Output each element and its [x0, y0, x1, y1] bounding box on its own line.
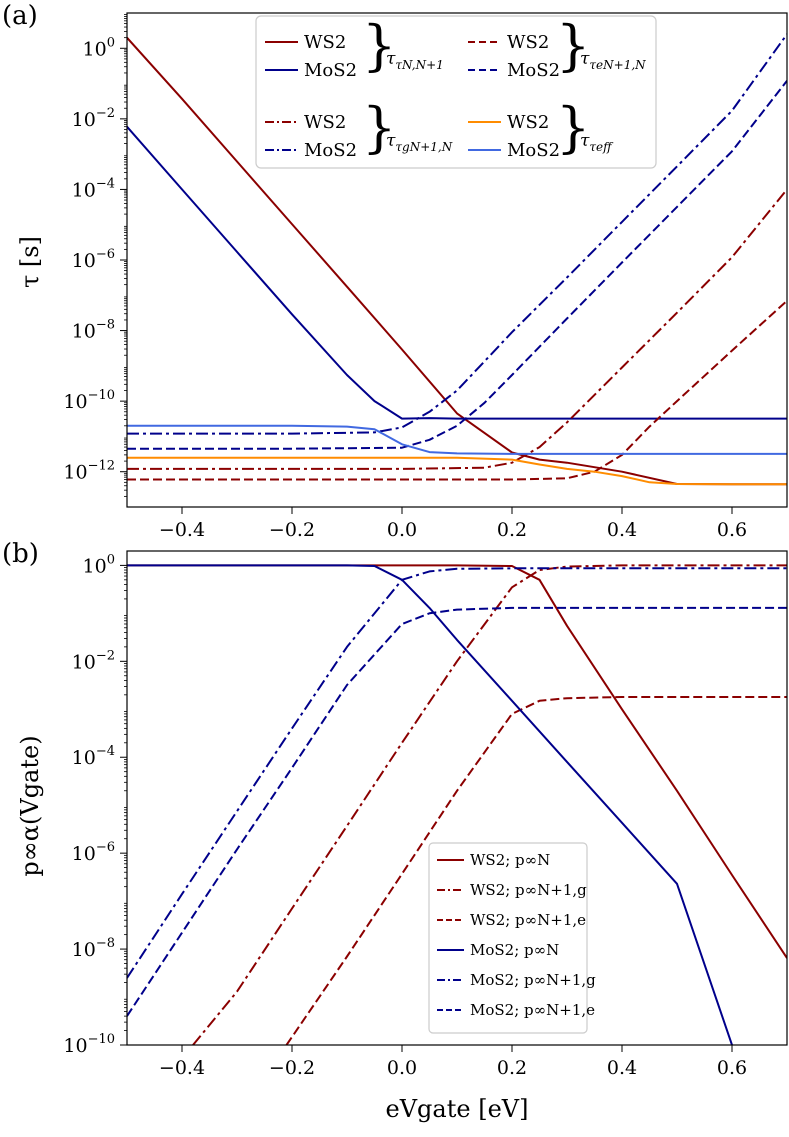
legend-b-box [428, 842, 588, 1034]
y-tick-label-a-6: 10−12 [63, 459, 115, 484]
legend-a-mos2-taueff-label: MoS2 [507, 140, 560, 161]
panel-b-ticks: −0.4 −0.2 0.0 0.2 0.4 0.6 100 10−2 10−4 10−6 10−8 1… [63, 552, 747, 1079]
x-tick-label-b-1: −0.2 [269, 1057, 315, 1079]
panel-a-letter: (a) [2, 1, 38, 31]
x-tick-label-b-5: 0.6 [717, 1057, 747, 1079]
legend-a-brace: } [556, 14, 590, 77]
legend-a-mos2-taug-label: MoS2 [304, 140, 357, 161]
legend-a-mos2-taue-label: MoS2 [507, 60, 560, 81]
legend-a-ws2-taueff-label: WS2 [507, 112, 549, 133]
series-line-a-4 [127, 188, 787, 470]
panel-b-ylabel: p∞α(Vgate) [16, 735, 44, 876]
series-line-a-0 [127, 37, 787, 486]
series-line-b-3 [127, 564, 733, 1045]
x-tick-label-a-3: 0.2 [497, 519, 527, 541]
series-line-a-3 [127, 80, 787, 450]
legend-a-box [255, 15, 657, 169]
x-tick-label-a-1: −0.2 [269, 519, 315, 541]
legend-b-label-2: WS2; p∞N+1,e [470, 911, 586, 929]
y-tick-label-b-4: 10−8 [72, 936, 115, 961]
y-tick-label-b-2: 10−4 [72, 744, 115, 769]
legend-b-label-5: MoS2; p∞N+1,e [470, 1001, 595, 1019]
series-line-a-1 [127, 126, 787, 420]
y-tick-label-a-4: 10−8 [72, 318, 115, 343]
panel-b-series [127, 564, 787, 1045]
legend-a-brace: } [556, 96, 590, 159]
legend-a-mos2-tau-label: MoS2 [304, 60, 357, 81]
y-tick-label-b-3: 10−6 [72, 840, 115, 865]
legend-a-brace: } [362, 96, 396, 159]
y-tick-label-b-0: 100 [83, 552, 115, 577]
legend-a-taueff-label: ττeff [580, 131, 614, 154]
x-tick-label-b-3: 0.2 [497, 1057, 527, 1079]
panel-a: (a) τ [s] −0.4 −0.2 0.0 0.2 0.4 0.6 100 10−2 10−… [2, 1, 788, 541]
series-line-b-5 [127, 606, 787, 1017]
y-tick-label-a-3: 10−6 [72, 247, 115, 272]
panel-a-legend: WS2 MoS2 } ττN,N+1 WS2 MoS2 } ττeN+1,N W… [255, 14, 657, 169]
legend-a-ws2-taue-label: WS2 [507, 32, 549, 53]
x-tick-label-b-4: 0.4 [607, 1057, 637, 1079]
panel-a-series [127, 33, 787, 486]
y-tick-label-a-1: 10−2 [72, 106, 115, 131]
x-tick-label-b-0: −0.4 [159, 1057, 205, 1079]
legend-a-ws2-tau-label: WS2 [304, 32, 346, 53]
legend-a-tau-label: ττN,N+1 [386, 49, 444, 72]
panel-b-frame [126, 550, 788, 1046]
y-tick-label-a-2: 10−4 [72, 176, 115, 201]
legend-b-label-0: WS2; p∞N [470, 851, 550, 869]
legend-b-label-1: WS2; p∞N+1,g [470, 881, 587, 899]
panel-b: (b) p∞α(Vgate) −0.4 −0.2 0.0 0.2 0.4 0.6 100 10… [2, 539, 788, 1123]
legend-a-taue-label: ττeN+1,N [580, 49, 646, 72]
panel-b-letter: (b) [2, 539, 39, 569]
series-line-a-6 [127, 456, 787, 486]
y-tick-label-b-1: 10−2 [72, 648, 115, 673]
y-tick-label-a-5: 10−10 [63, 388, 115, 413]
legend-a-ws2-taug-label: WS2 [304, 112, 346, 133]
y-tick-label-a-0: 100 [83, 35, 115, 60]
panel-a-ylabel: τ [s] [16, 236, 44, 288]
y-tick-label-b-5: 10−10 [63, 1032, 115, 1057]
x-tick-label-b-2: 0.0 [387, 1057, 417, 1079]
panel-b-legend: WS2; p∞N WS2; p∞N+1,g WS2; p∞N+1,e MoS2;… [428, 842, 596, 1034]
x-tick-label-a-5: 0.6 [717, 519, 747, 541]
legend-b-label-4: MoS2; p∞N+1,g [470, 971, 596, 989]
series-line-b-1 [192, 564, 787, 1045]
legend-a-taug-label: ττgN+1,N [386, 131, 453, 154]
series-line-a-5 [127, 33, 787, 435]
legend-a-brace: } [362, 14, 396, 77]
series-line-b-4 [127, 567, 787, 979]
x-tick-label-a-4: 0.4 [607, 519, 637, 541]
x-tick-label-a-2: 0.0 [387, 519, 417, 541]
legend-b-label-3: MoS2; p∞N [470, 941, 559, 959]
series-line-a-7 [127, 424, 787, 455]
panel-b-xlabel: eVgate [eV] [386, 1095, 529, 1123]
x-tick-label-a-0: −0.4 [159, 519, 205, 541]
panel-a-ticks: −0.4 −0.2 0.0 0.2 0.4 0.6 100 10−2 10−4 10−6 10−8 1… [63, 14, 747, 541]
series-line-b-2 [285, 696, 787, 1045]
